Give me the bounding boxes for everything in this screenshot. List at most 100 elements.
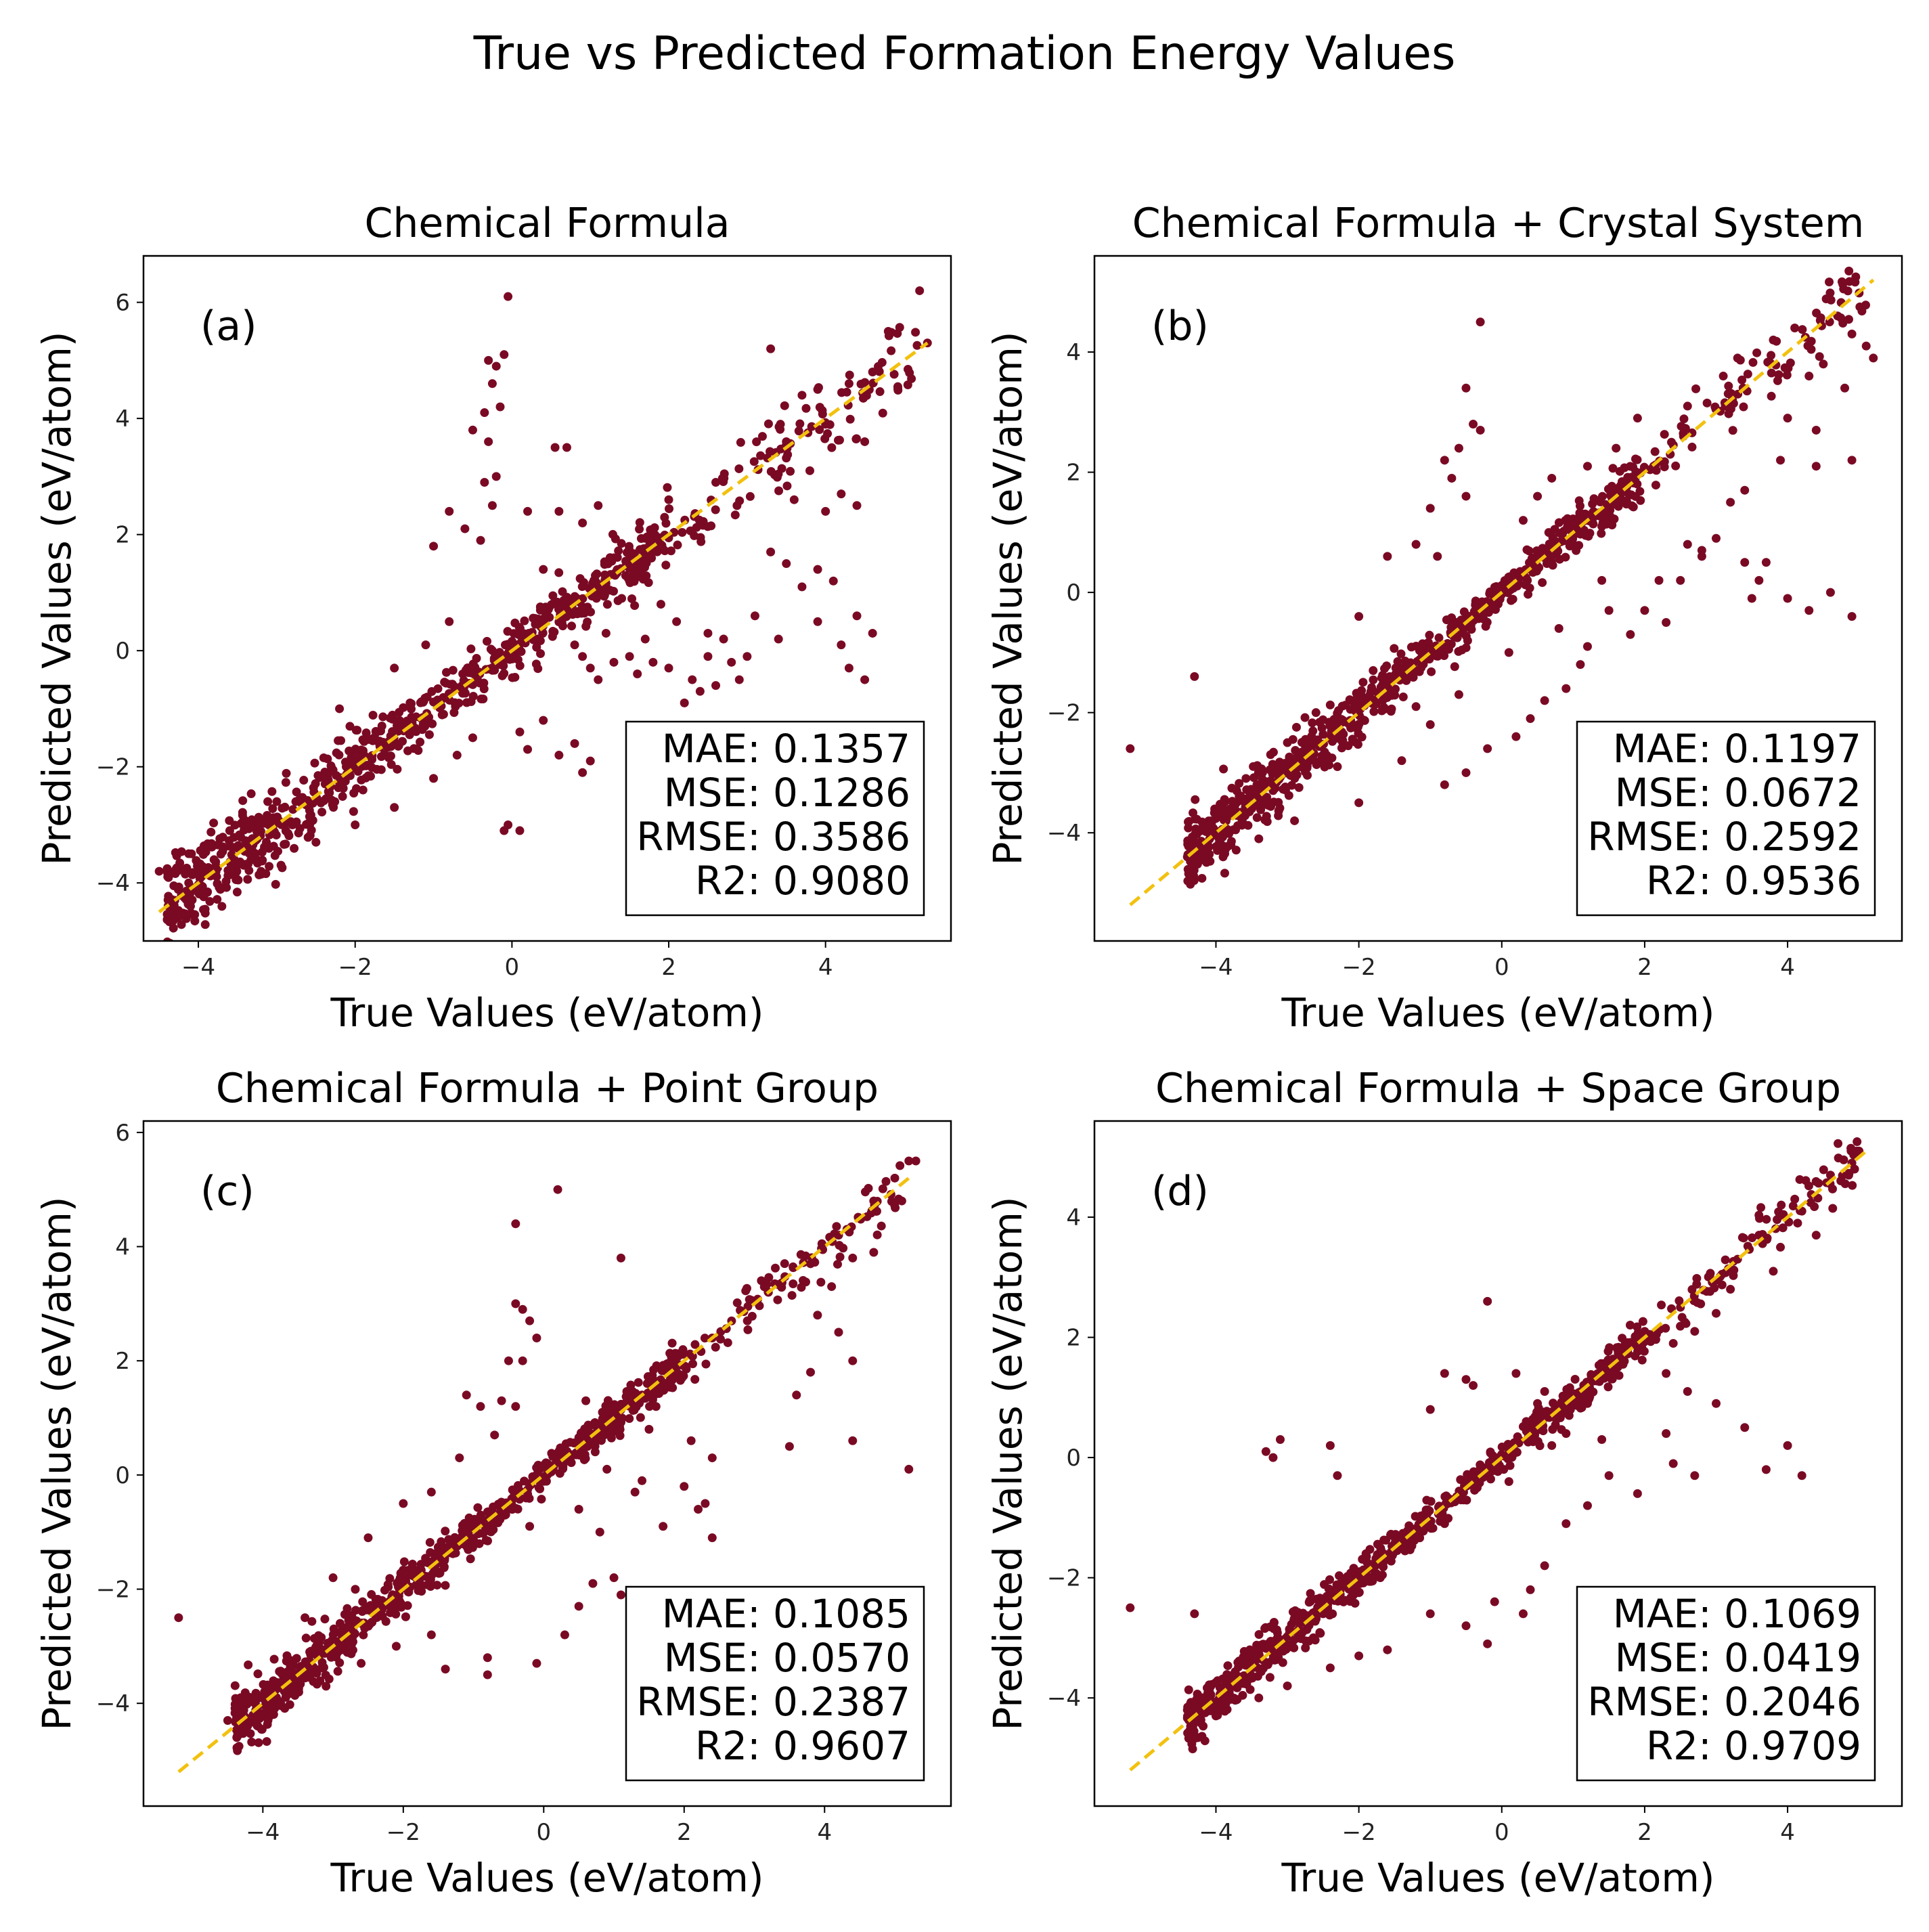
scatter-point: [483, 1507, 492, 1516]
scatter-point: [766, 466, 776, 476]
scatter-point: [518, 1304, 527, 1314]
scatter-point: [1265, 1638, 1274, 1648]
scatter-point: [184, 849, 194, 858]
scatter-point: [462, 698, 472, 707]
metrics-box: [625, 1585, 925, 1782]
metric-text: MAE: 0.1069: [1613, 1591, 1861, 1637]
scatter-point: [1511, 732, 1521, 741]
scatter-point: [1311, 708, 1321, 718]
scatter-point: [1203, 1690, 1213, 1700]
scatter-point: [1588, 499, 1597, 508]
scatter-point: [468, 691, 478, 701]
scatter-point: [308, 799, 317, 808]
scatter-point: [1662, 1429, 1671, 1439]
scatter-point: [1264, 801, 1273, 810]
scatter-point: [1191, 814, 1200, 824]
scatter-point: [1508, 594, 1517, 604]
scatter-point: [1459, 1487, 1468, 1497]
scatter-point: [813, 617, 822, 626]
scatter-point: [1383, 1645, 1392, 1654]
scatter-point: [284, 829, 293, 838]
scatter-point: [1631, 1332, 1640, 1341]
y-axis-label: Predicted Values (eV/atom): [985, 331, 1031, 865]
scatter-point: [351, 820, 360, 829]
scatter-point: [332, 1648, 342, 1657]
scatter-point: [716, 1334, 726, 1344]
scatter-point: [437, 1537, 446, 1546]
scatter-point: [852, 611, 862, 621]
scatter-point: [680, 1482, 689, 1491]
scatter-point: [212, 872, 221, 881]
scatter-point: [349, 807, 358, 816]
scatter-point: [476, 1510, 485, 1520]
subplot-title: Chemical Formula + Space Group: [1155, 1065, 1841, 1112]
scatter-point: [1728, 426, 1737, 435]
scatter-point: [1197, 873, 1207, 883]
scatter-point: [890, 1200, 900, 1210]
scatter-point: [173, 885, 183, 894]
panel-label: (b): [1151, 303, 1209, 350]
scatter-point: [1687, 442, 1697, 452]
scatter-point: [1258, 774, 1267, 784]
scatter-point: [1848, 1181, 1857, 1190]
scatter-point: [404, 1587, 414, 1597]
scatter-point: [1857, 306, 1867, 315]
scatter-point: [640, 634, 650, 644]
scatter-point: [299, 776, 309, 785]
scatter-point: [1261, 1447, 1270, 1456]
scatter-point: [594, 675, 603, 684]
x-tick-label: 2: [1637, 1819, 1652, 1846]
scatter-point: [262, 1737, 271, 1747]
y-axis-label: Predicted Values (eV/atom): [34, 331, 80, 865]
scatter-point: [1778, 1223, 1788, 1233]
scatter-points: [1126, 1137, 1864, 1754]
scatter-point: [1597, 575, 1607, 585]
scatter-point: [1625, 1321, 1635, 1330]
x-tick-label: 2: [661, 954, 676, 981]
scatter-point: [532, 1659, 541, 1668]
scatter-point: [358, 785, 368, 795]
scatter-point: [480, 477, 489, 487]
scatter-point: [1354, 1579, 1364, 1588]
scatter-point: [595, 1527, 604, 1537]
scatter-point: [621, 556, 631, 566]
scatter-point: [816, 1277, 826, 1287]
scatter-point: [272, 797, 282, 806]
scatter-point: [460, 688, 470, 698]
scatter-point: [1555, 529, 1565, 538]
scatter-point: [1357, 732, 1367, 742]
scatter-point: [1369, 675, 1378, 684]
scatter-point: [1306, 755, 1315, 765]
scatter-point: [562, 592, 571, 602]
scatter-point: [570, 739, 579, 748]
scatter-point: [1696, 1299, 1706, 1309]
scatter-point: [533, 664, 543, 674]
scatter-point: [276, 860, 286, 870]
scatter-point: [1633, 479, 1642, 489]
scatter-point: [1192, 1694, 1201, 1704]
scatter-point: [223, 1716, 232, 1725]
scatter-point: [889, 370, 899, 379]
scatter-point: [1266, 776, 1275, 785]
scatter-point: [459, 1520, 468, 1530]
scatter-point: [1568, 540, 1578, 549]
scatter-point: [1490, 1597, 1499, 1606]
scatter-point: [1661, 1323, 1670, 1333]
scatter-point: [448, 665, 458, 675]
scatter-point: [1446, 639, 1456, 649]
scatter-point: [1184, 823, 1193, 833]
scatter-point: [635, 518, 644, 527]
scatter-point: [1433, 651, 1442, 661]
scatter-point: [319, 796, 329, 806]
panel-label: (a): [200, 303, 257, 350]
scatter-point: [461, 665, 470, 675]
scatter-point: [345, 746, 354, 755]
scatter-point: [288, 820, 297, 829]
metric-text: RMSE: 0.2387: [636, 1679, 910, 1725]
scatter-point: [1126, 744, 1135, 753]
scatter-point: [468, 733, 477, 743]
scatter-point: [351, 726, 361, 735]
scatter-point: [504, 292, 513, 301]
scatter-point: [707, 1453, 717, 1463]
